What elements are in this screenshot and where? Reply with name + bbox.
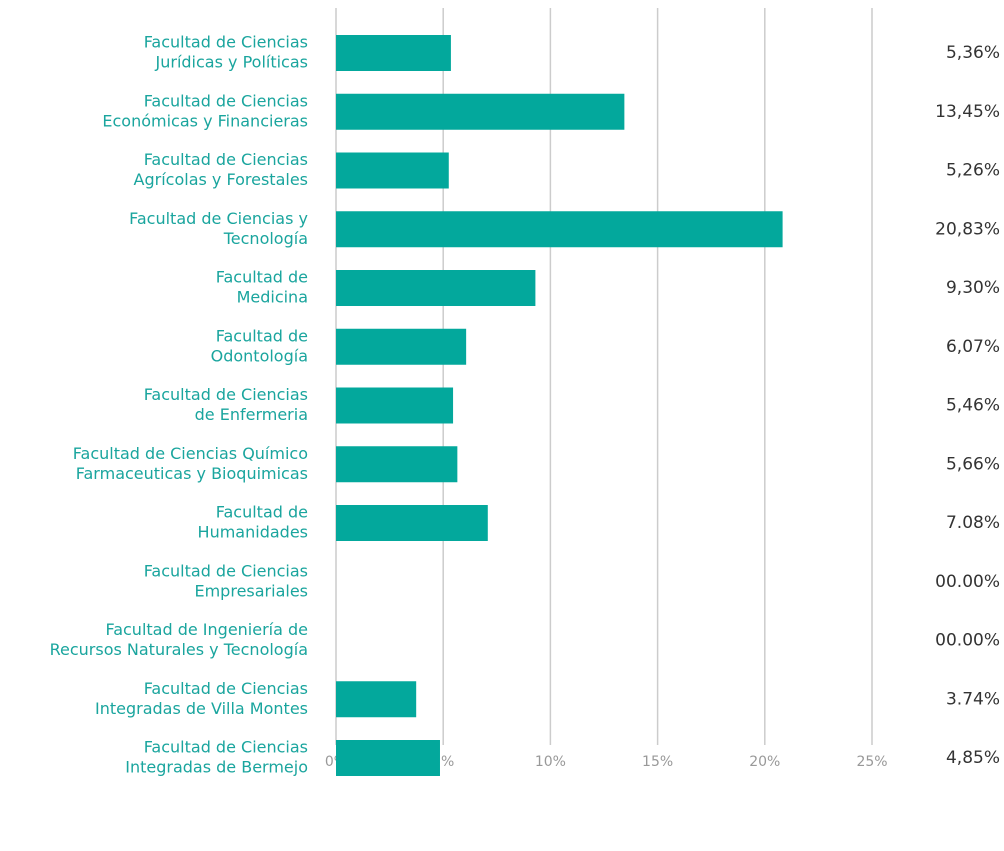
bar [336,270,536,306]
category-label: Tecnología [223,229,308,248]
category-label: Facultad de Ciencias [144,91,308,110]
category-label: Facultad de [216,326,308,345]
category-label: Integradas de Villa Montes [95,699,308,718]
bar [336,505,488,541]
category-label: Facultad de Ciencias [144,150,308,169]
value-label: 4,85% [946,748,1000,768]
bar [336,681,417,718]
category-label: Facultad de Ciencias [144,33,308,52]
x-tick-label: 10% [535,754,566,770]
category-label: Odontología [211,346,308,365]
bar [336,152,449,189]
value-label: 5,26% [946,161,1000,181]
category-label: Facultad de [216,503,308,522]
category-label: Jurídicas y Políticas [155,53,308,72]
category-label: Facultad de Ingeniería de [105,620,308,639]
value-label: 5,46% [946,396,1000,416]
value-label: 00.00% [935,572,1000,592]
category-label: Medicina [237,288,308,307]
value-label: 13,45% [935,102,1000,122]
category-label: de Enfermeria [195,405,308,424]
category-label: Facultad de Ciencias [144,385,308,404]
bar [336,387,454,424]
bar [336,740,440,776]
bar [336,211,783,248]
bar [336,93,625,130]
category-label: Recursos Naturales y Tecnología [50,640,308,659]
value-label: 20,83% [935,219,1000,239]
bar [336,328,467,365]
category-label: Integradas de Bermejo [125,758,308,777]
category-label: Empresariales [194,581,308,600]
value-label: 3.74% [946,689,1000,709]
category-label: Farmaceuticas y Bioquimicas [76,464,308,483]
value-label: 5,66% [946,454,1000,474]
value-label: 00.00% [935,631,1000,651]
category-label: Facultad de Ciencias y [129,209,308,228]
value-label: 6,07% [946,337,1000,357]
bar [336,446,458,483]
category-label: Facultad de Ciencias [144,738,308,757]
bar [336,35,451,71]
category-label: Facultad de Ciencias Químico [73,444,308,463]
category-label: Facultad de Ciencias [144,679,308,698]
value-label: 5,36% [946,43,1000,63]
x-tick-label: 25% [856,754,887,770]
value-label: 9,30% [946,278,1000,298]
value-label: 7.08% [946,513,1000,533]
category-label: Facultad de Ciencias [144,561,308,580]
x-tick-label: 15% [642,754,673,770]
category-label: Económicas y Financieras [102,111,308,130]
category-label: Facultad de [216,268,308,287]
category-label: Agrícolas y Forestales [134,170,308,189]
category-label: Humanidades [198,523,308,542]
x-tick-label: 20% [749,754,780,770]
